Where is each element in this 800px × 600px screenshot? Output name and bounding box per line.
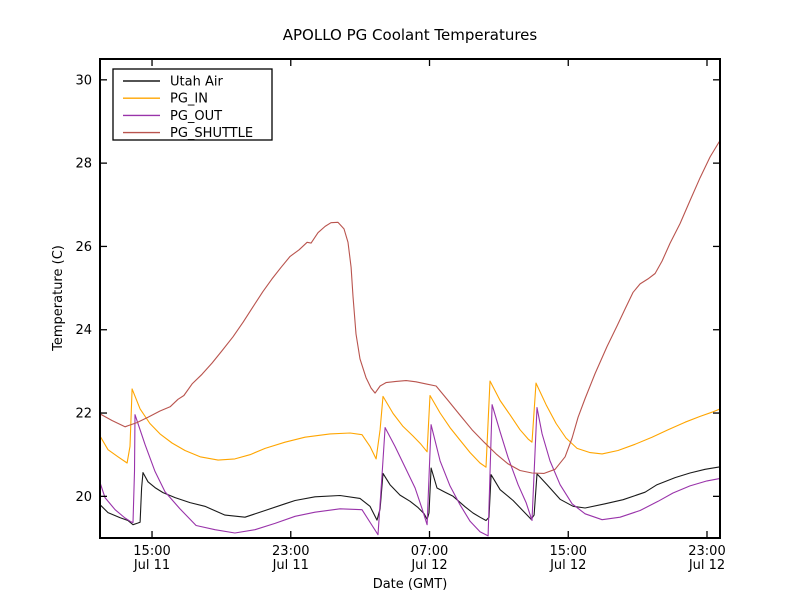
legend: Utah Air PG_IN PG_OUT PG_SHUTTLE bbox=[112, 68, 273, 141]
x-tick-date-label: Jul 12 bbox=[688, 558, 725, 573]
x-tick-date-label: Jul 12 bbox=[410, 558, 447, 573]
x-tick-time-label: 07:00 bbox=[411, 544, 448, 559]
series-line-pg-in bbox=[99, 380, 721, 468]
legend-label: PG_OUT bbox=[170, 109, 222, 124]
legend-label: PG_IN bbox=[170, 92, 208, 107]
legend-label: Utah Air bbox=[170, 75, 223, 90]
y-tick-label: 24 bbox=[75, 323, 92, 338]
x-tick-time-label: 23:00 bbox=[272, 544, 309, 559]
y-tick-label: 28 bbox=[75, 157, 92, 172]
y-tick-label: 30 bbox=[75, 73, 92, 88]
series-lines bbox=[99, 139, 721, 537]
chart-title: APOLLO PG Coolant Temperatures bbox=[283, 26, 538, 44]
x-tick-date-label: Jul 11 bbox=[133, 558, 170, 573]
x-tick-date-label: Jul 12 bbox=[549, 558, 586, 573]
y-axis-label: Temperature (C) bbox=[51, 245, 66, 352]
y-tick-label: 26 bbox=[75, 240, 92, 255]
series-line-pg-shuttle bbox=[99, 139, 721, 474]
x-tick-date-label: Jul 11 bbox=[272, 558, 309, 573]
y-tick-label: 20 bbox=[75, 490, 92, 505]
y-tick-label: 22 bbox=[75, 407, 92, 422]
series-line-utah-air bbox=[99, 466, 721, 526]
x-tick-time-label: 23:00 bbox=[688, 544, 725, 559]
x-axis-label: Date (GMT) bbox=[373, 577, 448, 592]
x-tick-time-label: 15:00 bbox=[550, 544, 587, 559]
plot-border bbox=[99, 58, 721, 539]
x-tick-time-label: 15:00 bbox=[133, 544, 170, 559]
series-line-pg-out bbox=[99, 404, 721, 537]
legend-label: PG_SHUTTLE bbox=[170, 126, 253, 141]
